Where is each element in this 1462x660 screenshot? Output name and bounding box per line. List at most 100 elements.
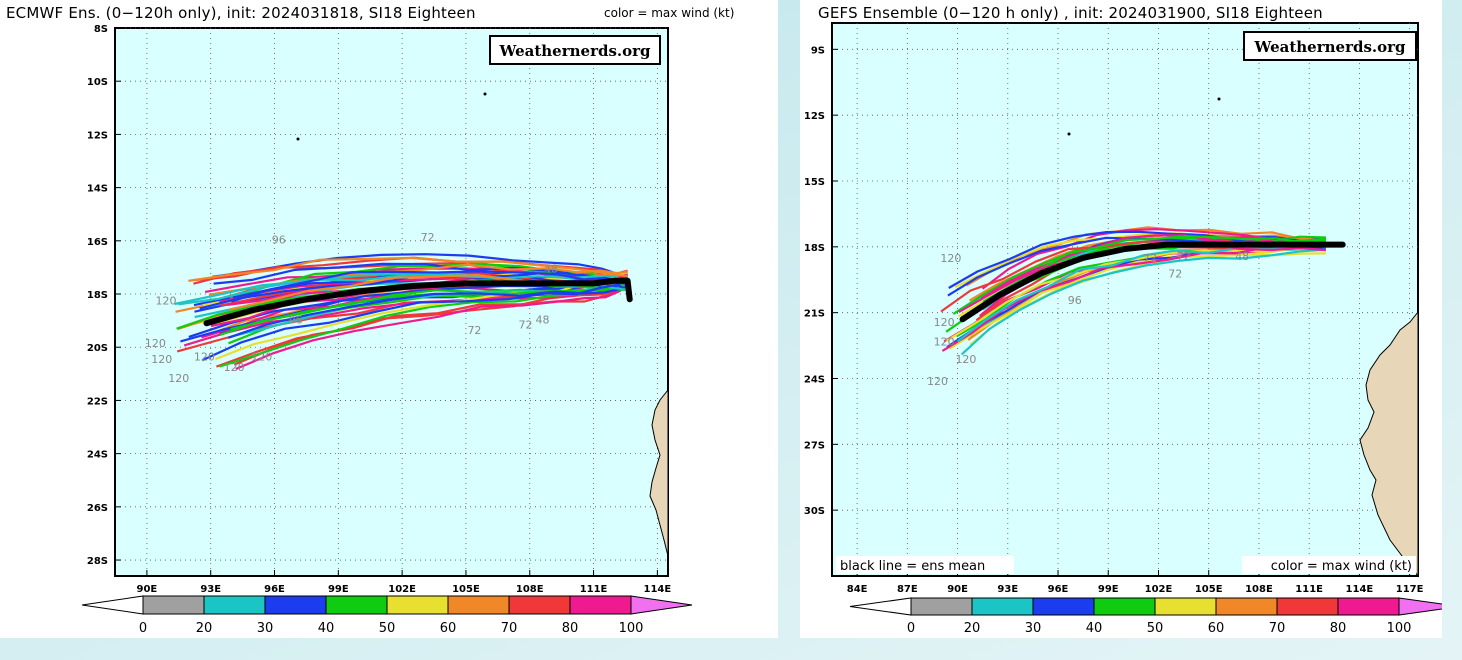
latitude-label: 26S (87, 503, 108, 514)
gefs-colorbar: 0 20 30 40 50 60 70 80 100 (849, 597, 1442, 636)
member-track (178, 272, 629, 306)
colorbar-segment (849, 597, 912, 616)
ecmwf-ensemble-mean-track (203, 277, 633, 327)
latitude-label: 22S (87, 396, 108, 407)
colorbar-segment (1337, 597, 1400, 616)
ecmwf-title: ECMWF Ens. (0−120h only), init: 20240318… (6, 4, 476, 22)
latitude-label: 20S (87, 343, 108, 354)
forecast-hour-label: 72 (421, 231, 435, 244)
gefs-ocean (831, 22, 1419, 577)
longitude-label: 96E (1048, 584, 1069, 595)
member-track (227, 284, 628, 339)
latitude-label: 18S (804, 243, 825, 254)
latitude-label: 24S (87, 450, 108, 461)
colorbar-segment (1215, 597, 1278, 616)
colorbar-tick-label: 50 (379, 621, 396, 636)
ecmwf-latitude-labels: 8S 10S 12S 14S 16S 18S 20S 22S 24S 26S 28S (87, 24, 108, 567)
longitude-label: 99E (328, 584, 349, 595)
colorbar-tick-label: 80 (1330, 621, 1347, 636)
longitude-label: 108E (1245, 584, 1273, 595)
longitude-label: 111E (580, 584, 608, 595)
colorbar-segment (264, 595, 327, 615)
forecast-hour-label: 120 (224, 361, 245, 374)
gefs-latitude-labels: 9S 12S 15S 18S 21S 24S 27S 30S (804, 45, 825, 517)
forecast-hour-label: 120 (251, 351, 272, 364)
forecast-hour-label: 72 (1143, 252, 1157, 265)
latitude-label: 15S (804, 177, 825, 188)
longitude-label: 84E (847, 584, 868, 595)
forecast-hour-label: 72 (518, 319, 532, 332)
longitude-label: 99E (1098, 584, 1119, 595)
gefs-mean-legend: black line = ens mean (840, 559, 985, 574)
latitude-label: 28S (87, 556, 108, 567)
ecmwf-brand-box: Weathernerds.org (489, 35, 661, 65)
longitude-label: 108E (516, 584, 544, 595)
colorbar-segment (1398, 597, 1442, 616)
forecast-hour-label: 72 (1177, 250, 1191, 263)
gefs-land (1067, 97, 1419, 578)
member-track (232, 270, 628, 299)
forecast-hour-label: 48 (536, 313, 550, 326)
ecmwf-brand-text: Weathernerds.org (498, 42, 651, 60)
ecmwf-panel: ECMWF Ens. (0−120h only), init: 20240318… (6, 4, 735, 636)
colorbar-tick-label: 20 (196, 621, 213, 636)
longitude-label: 105E (1195, 584, 1223, 595)
longitude-label: 102E (388, 584, 416, 595)
colorbar-tick-label: 40 (1086, 621, 1103, 636)
member-track (235, 284, 629, 371)
longitude-label: 93E (200, 584, 221, 595)
forecast-hour-label: 72 (1168, 268, 1182, 281)
colorbar-tick-label: 70 (1269, 621, 1286, 636)
forecast-hour-label: 48 (1235, 250, 1249, 263)
longitude-label: 105E (452, 584, 480, 595)
latitude-label: 24S (804, 375, 825, 386)
latitude-label: 12S (87, 130, 108, 141)
longitude-label: 114E (1346, 584, 1374, 595)
ecmwf-land (296, 92, 669, 557)
member-track (960, 248, 1326, 356)
gefs-panel: GEFS Ensemble (0−120 h only) , init: 202… (800, 0, 1442, 638)
colorbar-segment (508, 595, 571, 615)
forecast-hour-label: 120 (940, 252, 961, 265)
island-cocos (483, 92, 487, 96)
longitude-label: 117E (1396, 584, 1424, 595)
ecmwf-colorbar-caption: color = max wind (kt) (604, 6, 735, 20)
colorbar-tick-label: 100 (1387, 621, 1412, 636)
colorbar-tick-label: 60 (440, 621, 457, 636)
latitude-label: 27S (804, 440, 825, 451)
colorbar-segment (203, 595, 266, 615)
ecmwf-forecast-hour-labels: 120 120 120 120 120 120 120 96 72 72 72 48 48 96 (145, 231, 558, 385)
colorbar-segment (910, 597, 973, 616)
longitude-label: 96E (264, 584, 285, 595)
latitude-label: 9S (811, 45, 825, 56)
longitude-label: 90E (137, 584, 158, 595)
colorbar-tick-label: 40 (318, 621, 335, 636)
island-cocos (1217, 97, 1221, 101)
forecast-hour-label: 48 (544, 263, 558, 276)
longitude-label: 93E (997, 584, 1018, 595)
colorbar-segment (1276, 597, 1339, 616)
longitude-label: 114E (644, 584, 672, 595)
latitude-label: 16S (87, 237, 108, 248)
member-track (201, 279, 629, 362)
member-track (212, 253, 628, 278)
ecmwf-longitude-labels: 90E 93E 96E 99E 102E 105E 108E 111E 114E (137, 584, 672, 595)
australia-coast (1359, 310, 1419, 578)
latitude-label: 12S (804, 111, 825, 122)
longitude-label: 111E (1295, 584, 1323, 595)
colorbar-segment (630, 595, 693, 615)
colorbar-segment (447, 595, 510, 615)
colorbar-segment (1093, 597, 1156, 616)
colorbar-segment (142, 595, 205, 615)
island-christmas (1067, 132, 1071, 136)
forecast-hour-label: 96 (1068, 294, 1082, 307)
forecast-hour-label: 120 (156, 295, 177, 308)
colorbar-tick-label: 30 (257, 621, 274, 636)
member-track (204, 267, 628, 293)
colorbar-tick-label: 50 (1147, 621, 1164, 636)
colorbar-tick-label: 80 (562, 621, 579, 636)
forecast-hour-label: 120 (145, 337, 166, 350)
colorbar-tick-label: 100 (619, 621, 644, 636)
